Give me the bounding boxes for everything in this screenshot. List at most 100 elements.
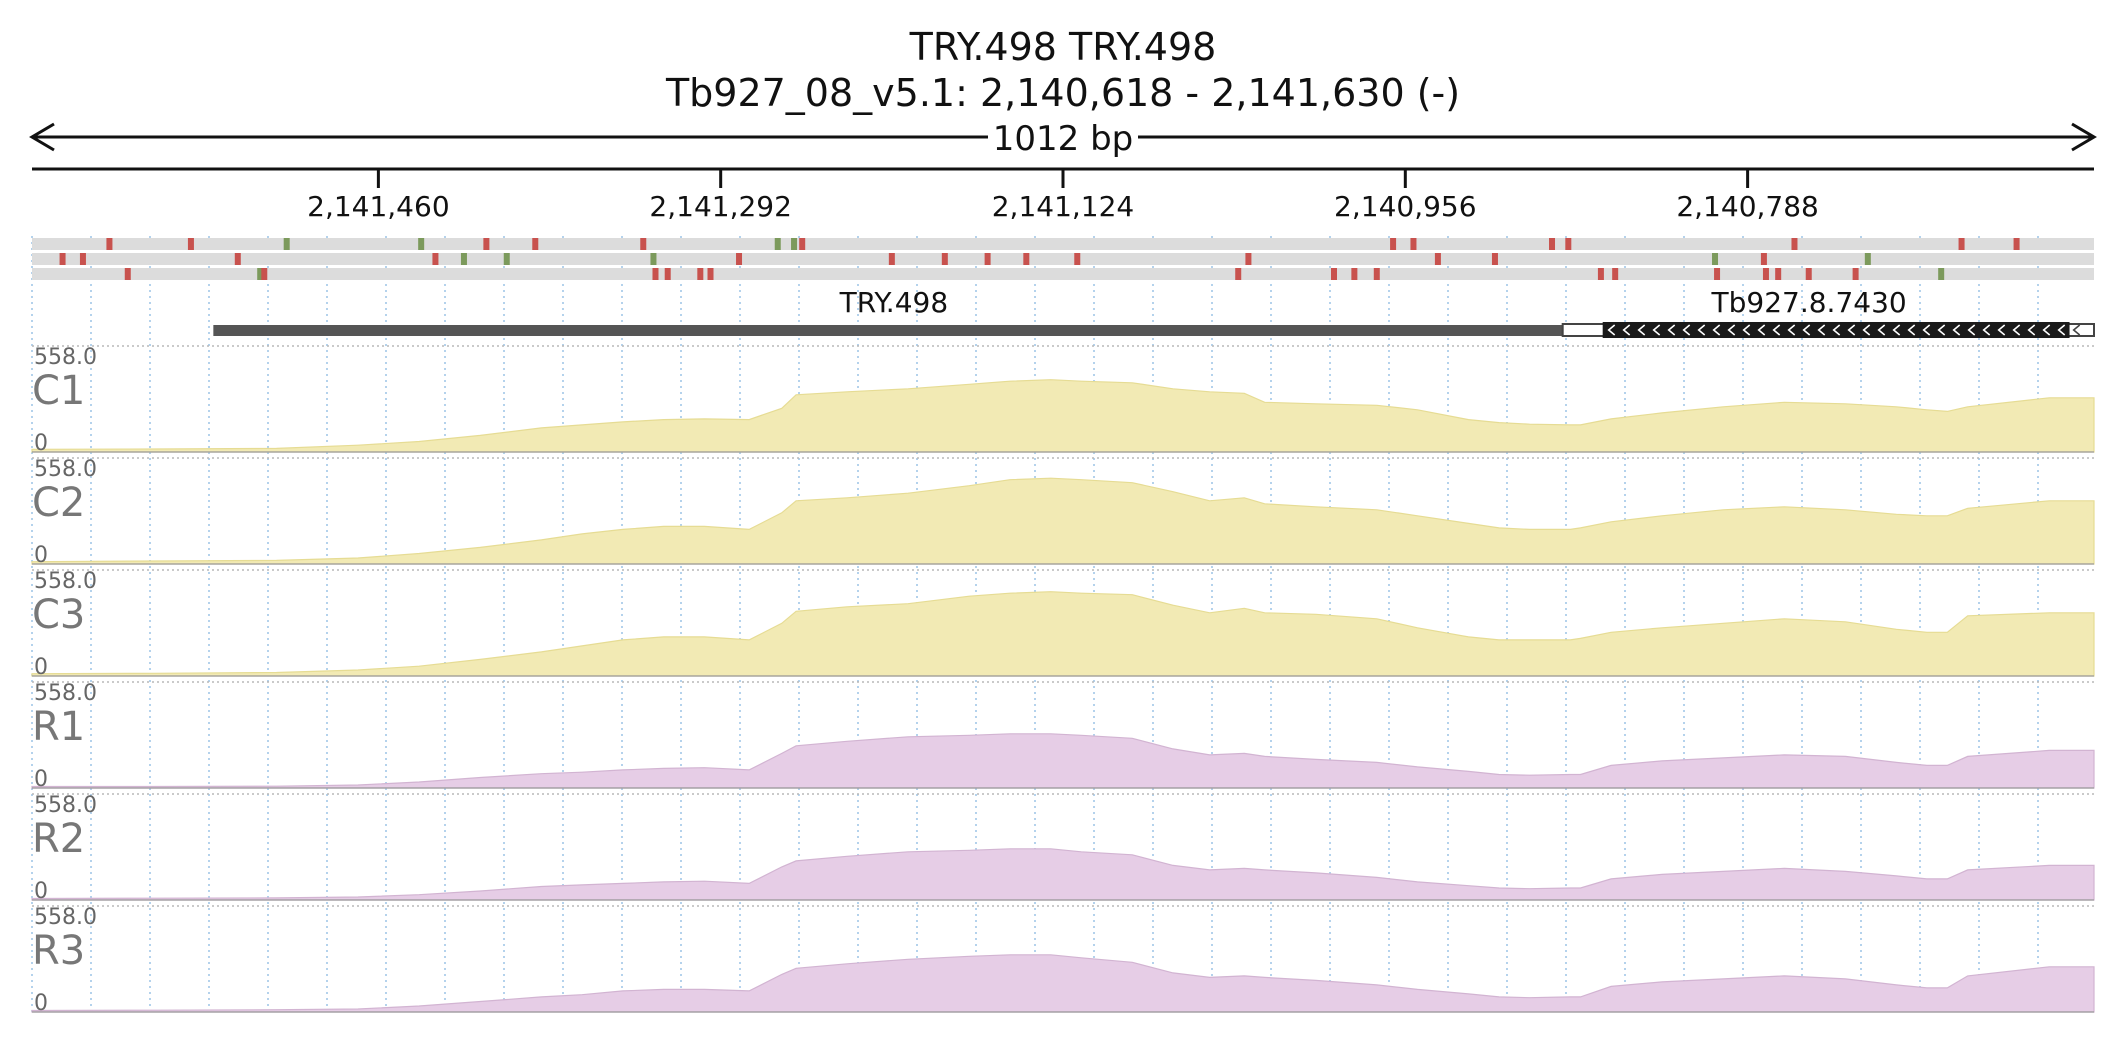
variant-mark (1864, 253, 1871, 265)
strand-chevron-icon (2027, 324, 2036, 336)
variant-mark (888, 253, 895, 265)
variant-row-background (32, 253, 2094, 265)
strand-chevron-icon (1712, 324, 1721, 336)
feature-label: Tb927.8.7430 (1711, 286, 1907, 319)
variant-mark (257, 268, 264, 280)
variant-mark (1245, 253, 1252, 265)
coverage-area (31, 591, 2095, 677)
variant-mark (1023, 253, 1030, 265)
variant-mark (1852, 268, 1859, 280)
strand-chevron-icon (1817, 324, 1826, 336)
variant-mark (650, 253, 657, 265)
strand-chevron-icon (2012, 324, 2021, 336)
variant-mark (79, 253, 86, 265)
track-max-label: 558.0 (34, 905, 97, 930)
track-name-label: R2 (32, 816, 85, 862)
variant-mark (1775, 268, 1782, 280)
variant-mark (1958, 238, 1965, 250)
locus-label: Tb927_08_v5.1: 2,140,618 - 2,141,630 (-) (665, 71, 1460, 115)
strand-chevron-icon (1862, 324, 1871, 336)
strand-chevron-icon (1982, 324, 1991, 336)
strand-chevron-icon (1637, 324, 1646, 336)
variant-mark (1330, 268, 1337, 280)
strand-chevron-icon (1607, 324, 1616, 336)
strand-chevron-icon (1922, 324, 1931, 336)
coverage-area (31, 477, 2095, 565)
variant-mark (283, 238, 290, 250)
variant-mark (1434, 253, 1441, 265)
variant-mark (1712, 253, 1719, 265)
coverage-track-c1: 558.0 0 C1 (31, 345, 2095, 456)
coverage-track-r1: 558.0 0 R1 (31, 681, 2095, 792)
variant-mark (503, 253, 510, 265)
track-name-label: C1 (32, 368, 85, 414)
variant-mark (652, 268, 659, 280)
strand-chevron-icon (1727, 324, 1736, 336)
track-max-label: 558.0 (34, 569, 97, 594)
track-min-label: 0 (34, 991, 48, 1016)
strand-chevron-icon (1967, 324, 1976, 336)
strand-chevron-icon (1682, 324, 1691, 336)
strand-chevron-icon (1622, 324, 1631, 336)
ruler-tick-label: 2,141,124 (992, 190, 1135, 223)
coverage-area (31, 848, 2095, 901)
variant-mark (59, 253, 66, 265)
variant-mark (432, 253, 439, 265)
variant-mark (483, 238, 490, 250)
track-max-label: 558.0 (34, 793, 97, 818)
strand-chevron-icon (1697, 324, 1706, 336)
strand-chevron-icon (1742, 324, 1751, 336)
track-name-label: C2 (32, 480, 85, 526)
coverage-track-r2: 558.0 0 R2 (31, 793, 2095, 904)
variant-mark (532, 238, 539, 250)
variant-track (32, 238, 2094, 280)
variant-mark (460, 253, 467, 265)
strand-chevron-icon (1652, 324, 1661, 336)
variant-mark (1410, 238, 1417, 250)
variant-mark (1351, 268, 1358, 280)
variant-mark (664, 268, 671, 280)
track-max-label: 558.0 (34, 457, 97, 482)
variant-mark (1565, 238, 1572, 250)
variant-mark (791, 238, 798, 250)
variant-mark (1235, 268, 1242, 280)
variant-mark (124, 268, 131, 280)
track-name-label: C3 (32, 592, 85, 638)
span-arrow-right-icon (2071, 122, 2097, 152)
coverage-area (31, 733, 2095, 789)
variant-mark (187, 238, 194, 250)
variant-row-background (32, 268, 2094, 280)
track-min-label: 0 (34, 543, 48, 568)
track-max-label: 558.0 (34, 681, 97, 706)
strand-chevron-icon (1847, 324, 1856, 336)
track-name-label: R1 (32, 704, 85, 750)
strand-chevron-icon (1952, 324, 1961, 336)
variant-mark (1491, 253, 1498, 265)
strand-chevron-icon (1832, 324, 1841, 336)
variant-mark (1938, 268, 1945, 280)
strand-chevron-icon (2057, 324, 2066, 336)
variant-mark (799, 238, 806, 250)
variant-mark (261, 268, 268, 280)
coverage-track-c2: 558.0 0 C2 (31, 457, 2095, 568)
variant-mark (1760, 253, 1767, 265)
variant-mark (1390, 238, 1397, 250)
variant-mark (774, 238, 781, 250)
variant-mark (1074, 253, 1081, 265)
strand-chevron-icon (2042, 324, 2051, 336)
strand-chevron-icon (1667, 324, 1676, 336)
strand-chevron-icon (1802, 324, 1811, 336)
strand-chevron-icon (1877, 324, 1886, 336)
ruler-tick-label: 2,140,788 (1676, 190, 1819, 223)
variant-mark (697, 268, 704, 280)
strand-chevron-icon (1787, 324, 1796, 336)
strand-chevron-icon (1937, 324, 1946, 336)
coverage-track-c3: 558.0 0 C3 (31, 569, 2095, 680)
track-max-label: 558.0 (34, 345, 97, 370)
track-min-label: 0 (34, 431, 48, 456)
span-indicator: 1012 bp (29, 119, 2097, 159)
feature-track: TRY.498 Tb927.8.7430 (213, 286, 2095, 338)
coverage-track-r3: 558.0 0 R3 (31, 905, 2095, 1016)
variant-mark (941, 253, 948, 265)
